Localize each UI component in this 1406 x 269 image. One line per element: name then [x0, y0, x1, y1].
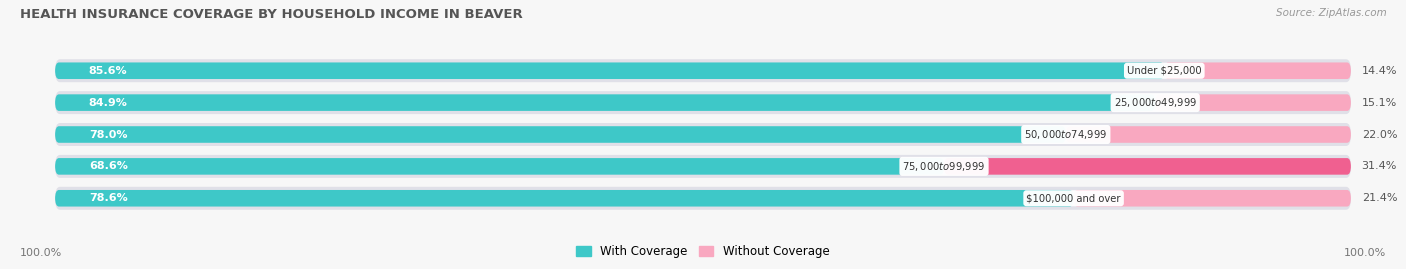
- FancyBboxPatch shape: [55, 59, 1351, 82]
- Text: 31.4%: 31.4%: [1361, 161, 1398, 171]
- FancyBboxPatch shape: [1156, 94, 1351, 111]
- Text: 78.6%: 78.6%: [89, 193, 128, 203]
- Text: 84.9%: 84.9%: [89, 98, 128, 108]
- Text: 68.6%: 68.6%: [89, 161, 128, 171]
- Text: $100,000 and over: $100,000 and over: [1026, 193, 1121, 203]
- FancyBboxPatch shape: [55, 158, 943, 175]
- FancyBboxPatch shape: [55, 94, 1156, 111]
- Text: $25,000 to $49,999: $25,000 to $49,999: [1114, 96, 1197, 109]
- Text: 78.0%: 78.0%: [89, 129, 128, 140]
- Text: Under $25,000: Under $25,000: [1128, 66, 1202, 76]
- Legend: With Coverage, Without Coverage: With Coverage, Without Coverage: [572, 240, 834, 263]
- Text: 15.1%: 15.1%: [1361, 98, 1398, 108]
- FancyBboxPatch shape: [55, 187, 1351, 210]
- Text: 100.0%: 100.0%: [1344, 248, 1386, 258]
- Text: 14.4%: 14.4%: [1361, 66, 1398, 76]
- Text: $75,000 to $99,999: $75,000 to $99,999: [903, 160, 986, 173]
- Text: 85.6%: 85.6%: [89, 66, 128, 76]
- FancyBboxPatch shape: [55, 190, 1074, 207]
- Text: HEALTH INSURANCE COVERAGE BY HOUSEHOLD INCOME IN BEAVER: HEALTH INSURANCE COVERAGE BY HOUSEHOLD I…: [20, 8, 523, 21]
- FancyBboxPatch shape: [1066, 126, 1351, 143]
- Text: $50,000 to $74,999: $50,000 to $74,999: [1024, 128, 1108, 141]
- FancyBboxPatch shape: [1164, 62, 1351, 79]
- FancyBboxPatch shape: [55, 123, 1351, 146]
- FancyBboxPatch shape: [55, 155, 1351, 178]
- Text: Source: ZipAtlas.com: Source: ZipAtlas.com: [1275, 8, 1386, 18]
- FancyBboxPatch shape: [55, 126, 1066, 143]
- Text: 22.0%: 22.0%: [1361, 129, 1398, 140]
- FancyBboxPatch shape: [55, 91, 1351, 114]
- FancyBboxPatch shape: [1074, 190, 1351, 207]
- Text: 21.4%: 21.4%: [1361, 193, 1398, 203]
- FancyBboxPatch shape: [943, 158, 1351, 175]
- FancyBboxPatch shape: [55, 62, 1164, 79]
- Text: 100.0%: 100.0%: [20, 248, 62, 258]
